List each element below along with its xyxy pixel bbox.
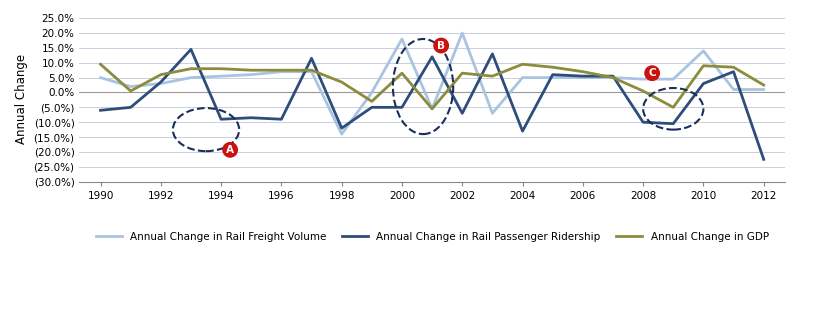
Text: A: A bbox=[226, 145, 234, 155]
Text: C: C bbox=[649, 68, 656, 78]
Y-axis label: Annual Change: Annual Change bbox=[15, 54, 28, 144]
Legend: Annual Change in Rail Freight Volume, Annual Change in Rail Passenger Ridership,: Annual Change in Rail Freight Volume, An… bbox=[91, 227, 773, 246]
Text: B: B bbox=[437, 41, 446, 50]
